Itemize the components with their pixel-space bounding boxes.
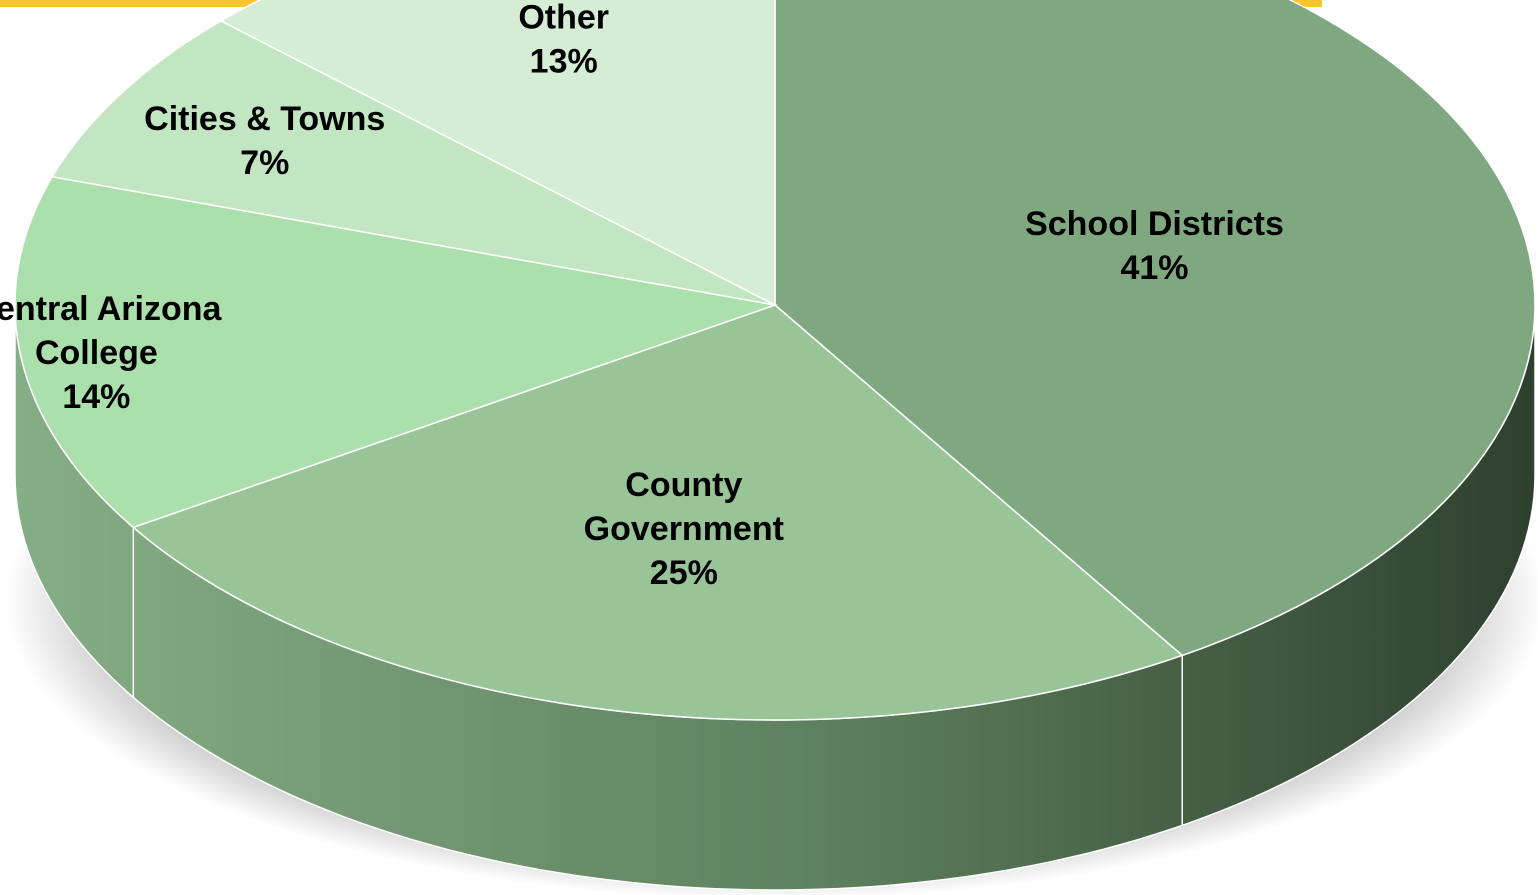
slice-category-label: County	[625, 466, 742, 504]
slice-percent-label: 14%	[62, 378, 130, 416]
slice-category-label: Government	[584, 510, 784, 548]
slice-percent-label: 25%	[650, 554, 718, 592]
pie-slice	[14, 175, 778, 529]
slice-percent-label: 13%	[530, 42, 598, 80]
slice-category-label: Other	[518, 0, 609, 36]
slice-category-label: Central Arizona	[0, 290, 222, 328]
pie-slice	[131, 304, 1184, 721]
pie-slice	[50, 20, 776, 306]
pie-slice	[219, 0, 776, 307]
slice-percent-label: 41%	[1120, 249, 1188, 287]
slice-percent-label: 7%	[240, 144, 289, 182]
slice-category-label: School Districts	[1025, 205, 1284, 243]
slice-category-label: Cities & Towns	[144, 100, 385, 138]
pie-slice	[774, 0, 1536, 657]
slice-category-label: College	[35, 334, 158, 372]
